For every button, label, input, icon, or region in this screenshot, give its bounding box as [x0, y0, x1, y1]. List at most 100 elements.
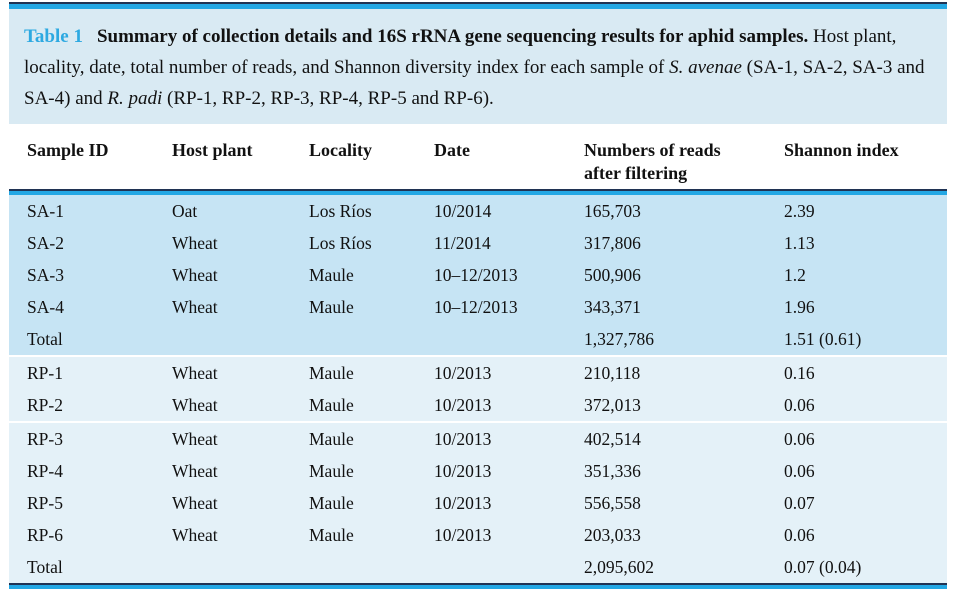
column-header-date: Date [434, 140, 470, 160]
column-header-reads: Numbers of reads after filtering [584, 139, 784, 185]
table-cell: Maule [309, 461, 354, 481]
table-cell: Wheat [172, 429, 218, 449]
table-cell: 210,118 [584, 363, 641, 383]
column-header-shannon: Shannon index [784, 140, 899, 160]
table-cell: 10–12/2013 [434, 265, 518, 285]
table-cell: RP-4 [27, 461, 63, 481]
table-cell: 165,703 [584, 201, 641, 221]
table-cell: Wheat [172, 493, 218, 513]
table-row: RP-5 Wheat Maule 10/2013 556,558 0.07 [9, 487, 947, 519]
table-cell: 500,906 [584, 265, 641, 285]
table-cell: 10/2013 [434, 493, 492, 513]
table-cell [309, 551, 434, 583]
table-cell: Maule [309, 297, 354, 317]
table-cell: 1.96 [784, 297, 815, 317]
table-cell: Maule [309, 525, 354, 545]
table-cell: 1.13 [784, 233, 815, 253]
table-cell: 317,806 [584, 233, 641, 253]
column-header-sample-id: Sample ID [27, 140, 109, 160]
table-cell: 0.06 [784, 461, 815, 481]
table-cell: 11/2014 [434, 233, 491, 253]
table-cell: Wheat [172, 265, 218, 285]
table-cell [172, 323, 309, 355]
table-cell: 343,371 [584, 297, 641, 317]
column-header-locality: Locality [309, 140, 372, 160]
column-header-reads-text: Numbers of reads after filtering [584, 140, 721, 183]
table-row: RP-6 Wheat Maule 10/2013 203,033 0.06 [9, 519, 947, 551]
group-separator [9, 421, 947, 423]
table-cell: 372,013 [584, 395, 641, 415]
table-cell [172, 551, 309, 583]
species-name-r-padi: R. padi [107, 88, 163, 109]
table-row: RP-1 Wheat Maule 10/2013 210,118 0.16 [9, 357, 947, 389]
table-row: RP-4 Wheat Maule 10/2013 351,336 0.06 [9, 455, 947, 487]
table-cell: Maule [309, 429, 354, 449]
caption-body-3: (RP-1, RP-2, RP-3, RP-4, RP-5 and RP-6). [162, 88, 494, 109]
table-row: RP-3 Wheat Maule 10/2013 402,514 0.06 [9, 423, 947, 455]
row-group-s-avenae: SA-1 Oat Los Ríos 10/2014 165,703 2.39 SA-2 Whe… [9, 195, 947, 355]
table-cell: Wheat [172, 395, 218, 415]
caption-body-1: Host plant, locality, date, total number… [24, 26, 897, 78]
caption-body-2: (SA-1, SA-2, SA-3 and SA-4) and [24, 57, 925, 109]
total-row: Total 2,095,602 0.07 (0.04) [9, 551, 947, 583]
group-separator [9, 355, 947, 357]
table-cell: 0.06 [784, 525, 815, 545]
table-row: SA-1 Oat Los Ríos 10/2014 165,703 2.39 [9, 195, 947, 227]
table-cell: Wheat [172, 461, 218, 481]
table-cell: Los Ríos [309, 201, 372, 221]
table-cell: 10/2013 [434, 525, 492, 545]
table-cell [434, 323, 584, 355]
table-cell: 203,033 [584, 525, 641, 545]
table-cell: 10/2013 [434, 395, 492, 415]
species-name-s-avenae: S. avenae [669, 57, 742, 78]
row-group-r-padi-1: RP-1 Wheat Maule 10/2013 210,118 0.16 RP-2 Whea… [9, 357, 947, 421]
table-cell: RP-2 [27, 395, 63, 415]
table-cell: 0.06 [784, 395, 815, 415]
table-caption: Table 1 Summary of collection details and… [9, 9, 947, 124]
total-row: Total 1,327,786 1.51 (0.61) [9, 323, 947, 355]
table-row: RP-2 Wheat Maule 10/2013 372,013 0.06 [9, 389, 947, 421]
table-cell: 402,514 [584, 429, 641, 449]
column-header-host-plant: Host plant [172, 140, 253, 160]
table-cell [434, 551, 584, 583]
table-cell: Los Ríos [309, 233, 372, 253]
table-cell: 2.39 [784, 201, 815, 221]
table-cell: RP-6 [27, 525, 63, 545]
table-row: SA-2 Wheat Los Ríos 11/2014 317,806 1.13 [9, 227, 947, 259]
table-cell: 0.07 [784, 493, 815, 513]
table-cell: SA-4 [27, 297, 64, 317]
table-cell: RP-5 [27, 493, 63, 513]
table-row: SA-4 Wheat Maule 10–12/2013 343,371 1.96 [9, 291, 947, 323]
table-cell: Maule [309, 493, 354, 513]
table-header-row: Sample ID Host plant Locality Date Numbe… [9, 132, 947, 189]
table-figure: Table 1 Summary of collection details and… [9, 2, 947, 589]
table-cell: Total [27, 557, 63, 577]
table-cell: 2,095,602 [584, 557, 654, 577]
table-cell: 1,327,786 [584, 329, 654, 349]
table-cell [309, 323, 434, 355]
table-cell: Wheat [172, 363, 218, 383]
table-cell: 10/2013 [434, 429, 492, 449]
table-cell: 10/2013 [434, 363, 492, 383]
table-cell: SA-3 [27, 265, 64, 285]
table-cell: 556,558 [584, 493, 641, 513]
table-cell: Oat [172, 201, 198, 221]
table-cell: SA-2 [27, 233, 64, 253]
table-row: SA-3 Wheat Maule 10–12/2013 500,906 1.2 [9, 259, 947, 291]
table-cell: Maule [309, 363, 354, 383]
table-cell: RP-1 [27, 363, 63, 383]
caption-table-label: Table 1 [24, 26, 83, 47]
table-cell: Total [27, 329, 63, 349]
table-cell: SA-1 [27, 201, 64, 221]
figure-bottom-rule [9, 583, 947, 589]
header-separator-rule [9, 189, 947, 195]
table-cell: Wheat [172, 297, 218, 317]
table-cell: RP-3 [27, 429, 63, 449]
row-group-r-padi-2: RP-3 Wheat Maule 10/2013 402,514 0.06 RP-4 Whea… [9, 423, 947, 583]
table-cell: Maule [309, 265, 354, 285]
table-cell: 0.07 (0.04) [784, 557, 862, 577]
table-cell: 1.51 (0.61) [784, 329, 862, 349]
table-cell: Maule [309, 395, 354, 415]
table-cell: 0.16 [784, 363, 815, 383]
figure-top-bar [9, 2, 947, 9]
